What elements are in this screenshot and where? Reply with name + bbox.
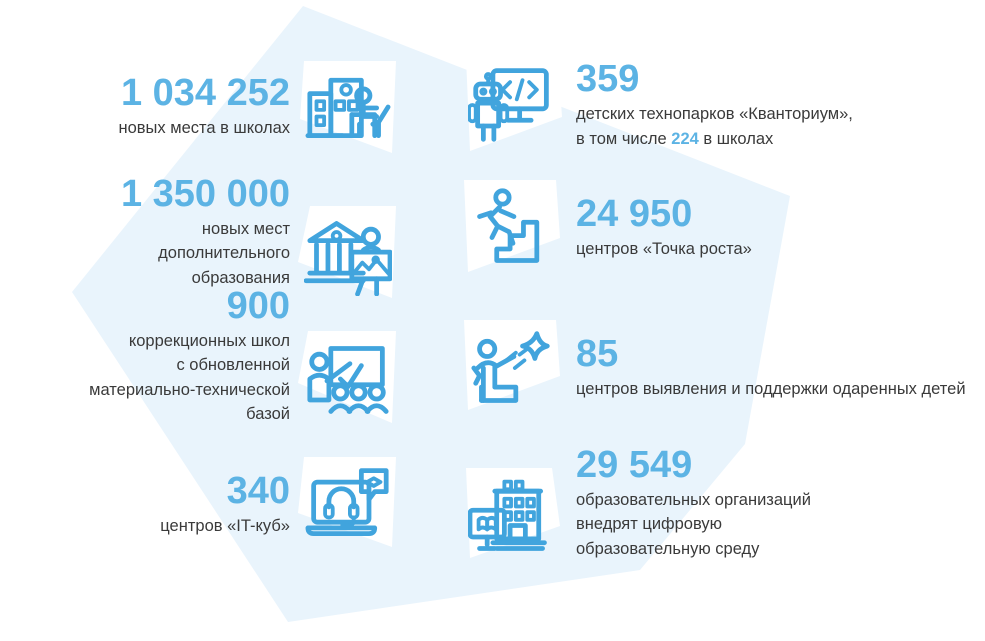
stat-text: 1 350 000 новых мест дополнительного обр… — [0, 172, 290, 290]
stat-item: 359 детских технопарков «Кванториум», в … — [460, 55, 980, 155]
museum-with-painting-icon — [296, 204, 400, 304]
stat-number: 340 — [226, 470, 290, 513]
stat-caption: центров выявления и поддержки одаренных … — [576, 380, 966, 399]
icon-glyph — [304, 65, 392, 149]
stat-number: 359 — [576, 57, 640, 100]
stat-item: 24 950 центров «Точка роста» — [460, 178, 980, 278]
icon-glyph — [468, 63, 556, 147]
stat-number: 900 — [226, 284, 290, 327]
caption-highlight: 224 — [671, 129, 699, 148]
runner-stairs-icon — [460, 178, 564, 278]
stat-caption: новых мест дополнительного образования — [158, 220, 290, 287]
stat-caption: коррекционных школ с обновленной материа… — [89, 331, 290, 424]
stat-number: 29 549 — [576, 443, 693, 486]
icon-glyph — [468, 474, 556, 558]
stat-number: 1 350 000 — [120, 172, 290, 215]
stat-number: 24 950 — [576, 193, 693, 236]
stat-text: 29 549 образовательных организаций внедр… — [576, 443, 811, 561]
stat-item: 340 центров «IT-куб» — [0, 455, 405, 555]
stat-text: 1 034 252 новых места в школах — [0, 73, 290, 141]
stat-text: 24 950 центров «Точка роста» — [576, 194, 752, 262]
stat-text: 900 коррекционных школ с обновленной мат… — [0, 284, 290, 427]
robot-code-screen-icon — [460, 55, 564, 155]
stat-caption: новых места в школах — [118, 119, 290, 138]
icon-glyph — [304, 463, 392, 547]
stat-item: 85 центров выявления и поддержки одаренн… — [460, 318, 980, 418]
icon-glyph — [304, 337, 392, 421]
stat-item: 29 549 образовательных организаций внедр… — [460, 440, 980, 566]
caption-after: в школах — [698, 129, 774, 148]
stat-text: 340 центров «IT-куб» — [0, 471, 290, 539]
icon-glyph — [468, 326, 556, 410]
stat-number: 85 — [576, 333, 619, 376]
stat-number: 1 034 252 — [120, 72, 290, 115]
stat-caption: детских технопарков «Кванториум», в том … — [576, 102, 853, 151]
icon-glyph — [468, 186, 556, 270]
stat-text: 85 центров выявления и поддержки одаренн… — [576, 334, 966, 402]
stat-text: 359 детских технопарков «Кванториум», в … — [576, 59, 853, 151]
stat-caption: образовательных организаций внедрят цифр… — [576, 491, 811, 558]
stat-item: 1 034 252 новых места в школах — [0, 57, 405, 157]
stat-caption: центров «IT-куб» — [160, 517, 290, 536]
stat-item: 900 коррекционных школ с обновленной мат… — [0, 283, 405, 429]
teacher-whiteboard-class-icon — [296, 329, 400, 429]
school-monitor-book-icon — [460, 466, 564, 566]
stat-caption: центров «Точка роста» — [576, 240, 752, 259]
laptop-headset-graduation-icon — [296, 455, 400, 555]
person-star-pedestal-icon — [460, 318, 564, 418]
icon-glyph — [304, 212, 392, 296]
school-building-with-worker-icon — [296, 57, 400, 157]
